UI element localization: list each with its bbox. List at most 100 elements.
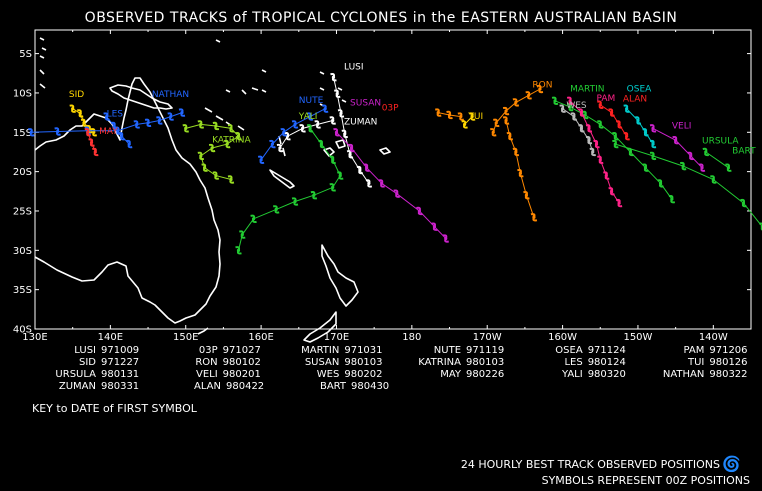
storm-position-dot <box>120 134 124 138</box>
storm-position-dot <box>395 192 399 196</box>
storm-track-line <box>492 88 541 133</box>
key-entry: KATRINA 980103 <box>397 357 519 369</box>
key-storm-date: 980422 <box>226 381 265 392</box>
latitude-label: 25S <box>13 206 32 217</box>
storm-position-dot <box>93 150 97 154</box>
longitude-label: 170E <box>324 332 349 343</box>
key-storm-name: NATHAN <box>662 369 705 380</box>
storm-position-dot <box>643 166 648 170</box>
latitude-label: 15S <box>13 128 32 139</box>
key-row: URSULA 980131 VELI 980201 WES 980202 MAY 980… <box>32 369 762 381</box>
storm-position-dot <box>334 130 339 134</box>
latitude-label: 20S <box>13 167 32 178</box>
map-title: OBSERVED TRACKS of TROPICAL CYCLONES in … <box>84 10 678 26</box>
key-storm-name: SUSAN <box>304 357 340 368</box>
new-zealand-south <box>303 311 337 343</box>
storm-position-dot <box>604 173 608 178</box>
longitude-labels: 130E 140E 150E 160E 170E 180 170W 160W 150W 140W <box>22 332 728 343</box>
storm-position-dot <box>56 129 60 134</box>
storm-position-dot <box>319 142 323 146</box>
storm-position-dot <box>459 114 463 119</box>
storm-position-dot <box>259 158 263 162</box>
storm-tracks <box>28 73 762 255</box>
storm-position-dot <box>293 122 297 127</box>
key-row: LUSI 971009 03P 971027 MARTIN 971031 NUTE 97… <box>32 345 762 357</box>
storm-name-label: ALAN <box>623 95 647 105</box>
storm-position-dot <box>339 111 343 116</box>
storm-position-dot <box>229 126 233 130</box>
storm-track-line <box>652 127 703 169</box>
key-storm-name: YALI <box>561 369 583 380</box>
storm-position-dot <box>316 122 320 127</box>
storm-position-dot <box>199 154 203 158</box>
longitude-label: 150W <box>623 332 652 343</box>
latitude-label: 35S <box>13 285 32 296</box>
key-storm-name: LUSI <box>74 345 96 356</box>
storm-name-label: PAM <box>596 94 615 104</box>
storm-position-dot <box>651 154 655 158</box>
key-entry: 03P 971027 <box>154 345 276 357</box>
storm-position-dot <box>628 150 633 154</box>
key-entry: URSULA 980131 <box>32 369 154 381</box>
storm-position-dot <box>367 181 371 186</box>
storm-track-line <box>260 108 326 161</box>
storm-position-dot <box>514 100 518 104</box>
storm-position-dot <box>579 111 584 115</box>
storm-position-dot <box>598 122 602 127</box>
storm-position-dot <box>29 130 33 134</box>
key-storm-date: 980322 <box>709 369 748 380</box>
key-entry: NATHAN 980322 <box>640 369 762 381</box>
storm-track-line <box>705 151 729 169</box>
storm-position-dot <box>617 201 621 205</box>
storm-position-dot <box>658 181 663 186</box>
key-storm-name: BART <box>319 381 346 392</box>
storm-position-dot <box>741 201 746 205</box>
key-entry: SID 971227 <box>32 357 154 369</box>
storm-position-dot <box>463 122 467 127</box>
key-storm-name: ZUMAN <box>58 381 96 392</box>
storm-position-dot <box>651 142 655 146</box>
key-storm-date: 980102 <box>222 357 261 368</box>
key-storm-date: 980226 <box>466 369 505 380</box>
storm-date-key: LUSI 971009 03P 971027 MARTIN 971031 NUTE 97… <box>32 345 762 393</box>
storm-position-dot <box>568 99 572 103</box>
storm-name-label: ZUMAN <box>344 117 377 127</box>
storm-position-dot <box>447 113 452 117</box>
key-storm-date: 980126 <box>709 357 748 368</box>
storm-position-dot <box>236 134 241 138</box>
storm-position-dot <box>514 150 518 154</box>
storm-position-dot <box>300 126 305 130</box>
storm-position-dot <box>71 107 75 111</box>
key-storm-name: PAM <box>683 345 705 356</box>
small-islands-north <box>39 37 347 107</box>
storm-position-dot <box>92 130 96 134</box>
storm-name-label: KATRINA <box>212 136 251 146</box>
key-storm-name: KATRINA <box>418 357 462 368</box>
key-entry: SUSAN 980103 <box>275 357 397 369</box>
storm-position-dot <box>598 158 602 162</box>
storm-name-label: NATHAN <box>152 90 189 100</box>
storm-position-dot <box>587 126 591 130</box>
key-storm-name: MARTIN <box>301 345 340 356</box>
storm-track-line <box>600 104 628 137</box>
key-entry: BART 980430 <box>282 381 407 393</box>
key-storm-date: 980202 <box>344 369 383 380</box>
storm-position-dot <box>491 130 495 134</box>
key-storm-date: 971031 <box>344 345 383 356</box>
storm-position-dot <box>116 129 120 133</box>
storm-position-dot <box>86 130 90 134</box>
storm-position-dot <box>553 99 557 103</box>
australia-coast <box>34 77 221 324</box>
longitude-label: 150E <box>173 332 198 343</box>
key-storm-name: RON <box>195 357 218 368</box>
storm-position-dot <box>240 232 244 237</box>
storm-position-dot <box>199 122 203 127</box>
key-entry: MAY 980226 <box>397 369 519 381</box>
key-entry: VELI 980201 <box>154 369 276 381</box>
key-storm-name: OSEA <box>555 345 583 356</box>
longitude-label: 130E <box>22 332 47 343</box>
key-storm-date: 980103 <box>344 357 383 368</box>
key-entry: TUI 980126 <box>640 357 762 369</box>
storm-position-dot <box>689 154 693 158</box>
new-zealand-north <box>321 244 359 307</box>
